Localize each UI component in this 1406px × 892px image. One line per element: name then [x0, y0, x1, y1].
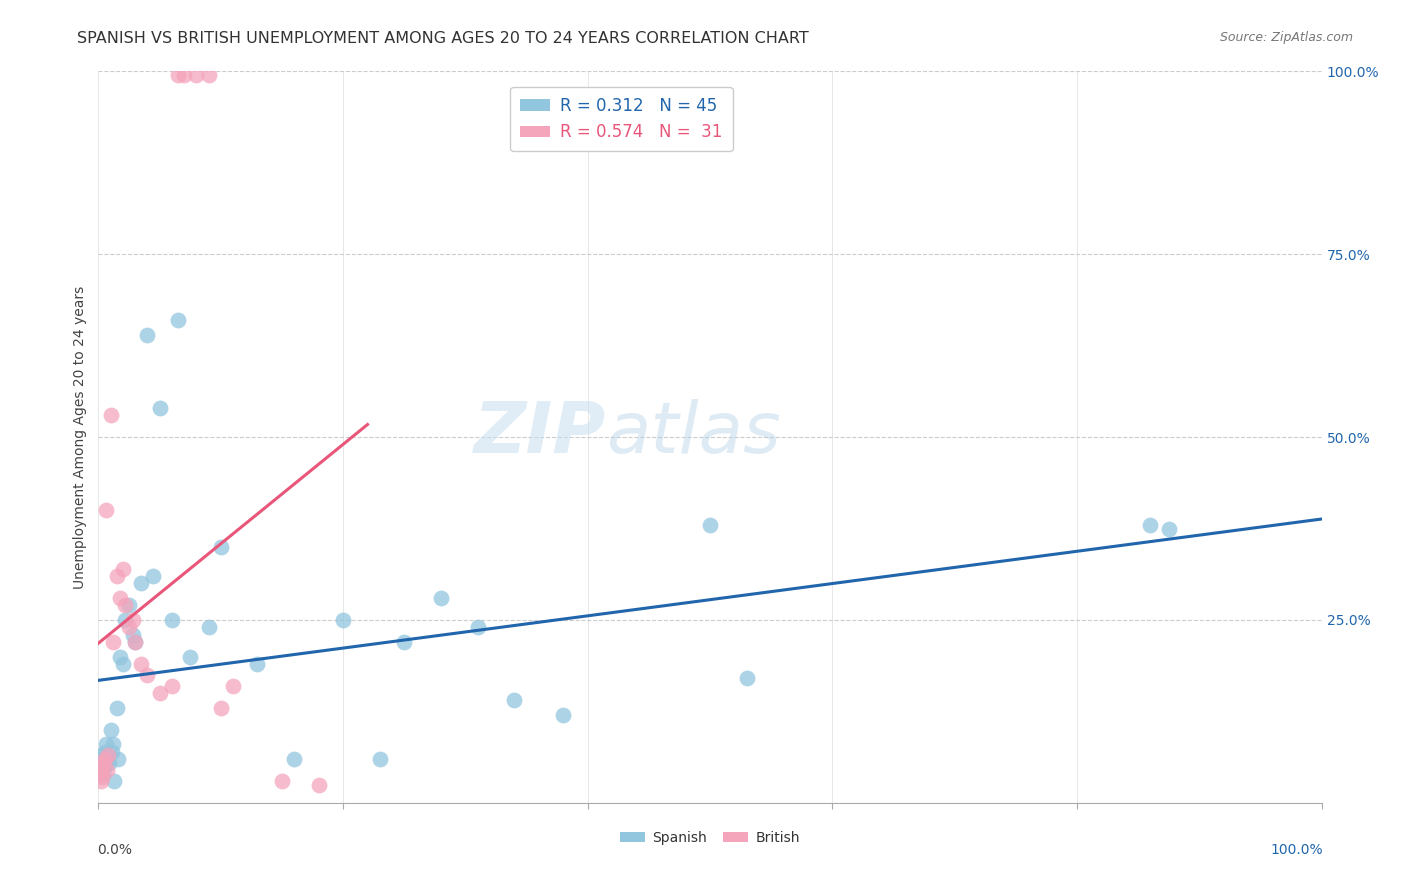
- Point: [173, 68, 195, 82]
- Point: [93, 759, 115, 773]
- Point: [91, 763, 114, 777]
- Point: [96, 763, 118, 777]
- Point: [270, 773, 294, 788]
- Point: [553, 708, 575, 723]
- Point: [467, 620, 489, 634]
- Point: [91, 766, 114, 780]
- Point: [97, 748, 120, 763]
- Point: [110, 591, 132, 605]
- Point: [118, 599, 141, 613]
- Point: [105, 700, 128, 714]
- Point: [114, 599, 136, 613]
- Y-axis label: Unemployment Among Ages 20 to 24 years: Unemployment Among Ages 20 to 24 years: [73, 285, 87, 589]
- Point: [167, 68, 190, 82]
- Point: [111, 562, 134, 576]
- Text: 0.0%: 0.0%: [97, 843, 132, 857]
- Point: [149, 401, 172, 415]
- Point: [149, 686, 172, 700]
- Point: [368, 752, 391, 766]
- Point: [699, 517, 721, 532]
- Point: [96, 752, 118, 766]
- Point: [105, 569, 128, 583]
- Point: [118, 620, 141, 634]
- Point: [197, 620, 219, 634]
- Point: [246, 657, 269, 671]
- Point: [93, 745, 115, 759]
- Text: Source: ZipAtlas.com: Source: ZipAtlas.com: [1219, 31, 1353, 45]
- Point: [503, 693, 526, 707]
- Point: [124, 635, 146, 649]
- Point: [179, 649, 201, 664]
- Point: [94, 503, 117, 517]
- Text: atlas: atlas: [606, 399, 780, 468]
- Point: [93, 752, 115, 766]
- Point: [283, 752, 305, 766]
- Point: [167, 313, 190, 327]
- Point: [91, 756, 114, 770]
- Point: [121, 627, 143, 641]
- Point: [735, 672, 758, 686]
- Point: [160, 679, 183, 693]
- Point: [91, 752, 114, 766]
- Point: [121, 613, 143, 627]
- Point: [101, 737, 124, 751]
- Point: [91, 748, 114, 763]
- Point: [114, 613, 136, 627]
- Point: [97, 748, 120, 763]
- Point: [98, 756, 121, 770]
- Point: [392, 635, 416, 649]
- Legend: Spanish, British: Spanish, British: [614, 826, 806, 851]
- Point: [186, 68, 208, 82]
- Point: [91, 763, 114, 777]
- Point: [142, 569, 165, 583]
- Point: [222, 679, 245, 693]
- Text: 100.0%: 100.0%: [1270, 843, 1323, 857]
- Point: [101, 635, 124, 649]
- Point: [332, 613, 354, 627]
- Point: [197, 68, 219, 82]
- Point: [430, 591, 453, 605]
- Point: [160, 613, 183, 627]
- Point: [90, 773, 112, 788]
- Point: [136, 667, 159, 681]
- Point: [100, 408, 122, 422]
- Point: [129, 657, 152, 671]
- Point: [1139, 517, 1161, 532]
- Text: SPANISH VS BRITISH UNEMPLOYMENT AMONG AGES 20 TO 24 YEARS CORRELATION CHART: SPANISH VS BRITISH UNEMPLOYMENT AMONG AG…: [77, 31, 808, 46]
- Point: [124, 635, 146, 649]
- Point: [209, 540, 232, 554]
- Point: [107, 752, 129, 766]
- Text: ZIP: ZIP: [474, 399, 606, 468]
- Point: [91, 770, 114, 784]
- Point: [103, 773, 125, 788]
- Point: [94, 737, 117, 751]
- Point: [89, 766, 111, 780]
- Point: [100, 723, 122, 737]
- Point: [209, 700, 232, 714]
- Point: [136, 327, 159, 342]
- Point: [90, 756, 112, 770]
- Point: [110, 649, 132, 664]
- Point: [101, 745, 124, 759]
- Point: [111, 657, 134, 671]
- Point: [90, 759, 112, 773]
- Point: [1157, 521, 1180, 535]
- Point: [129, 576, 152, 591]
- Point: [308, 778, 330, 792]
